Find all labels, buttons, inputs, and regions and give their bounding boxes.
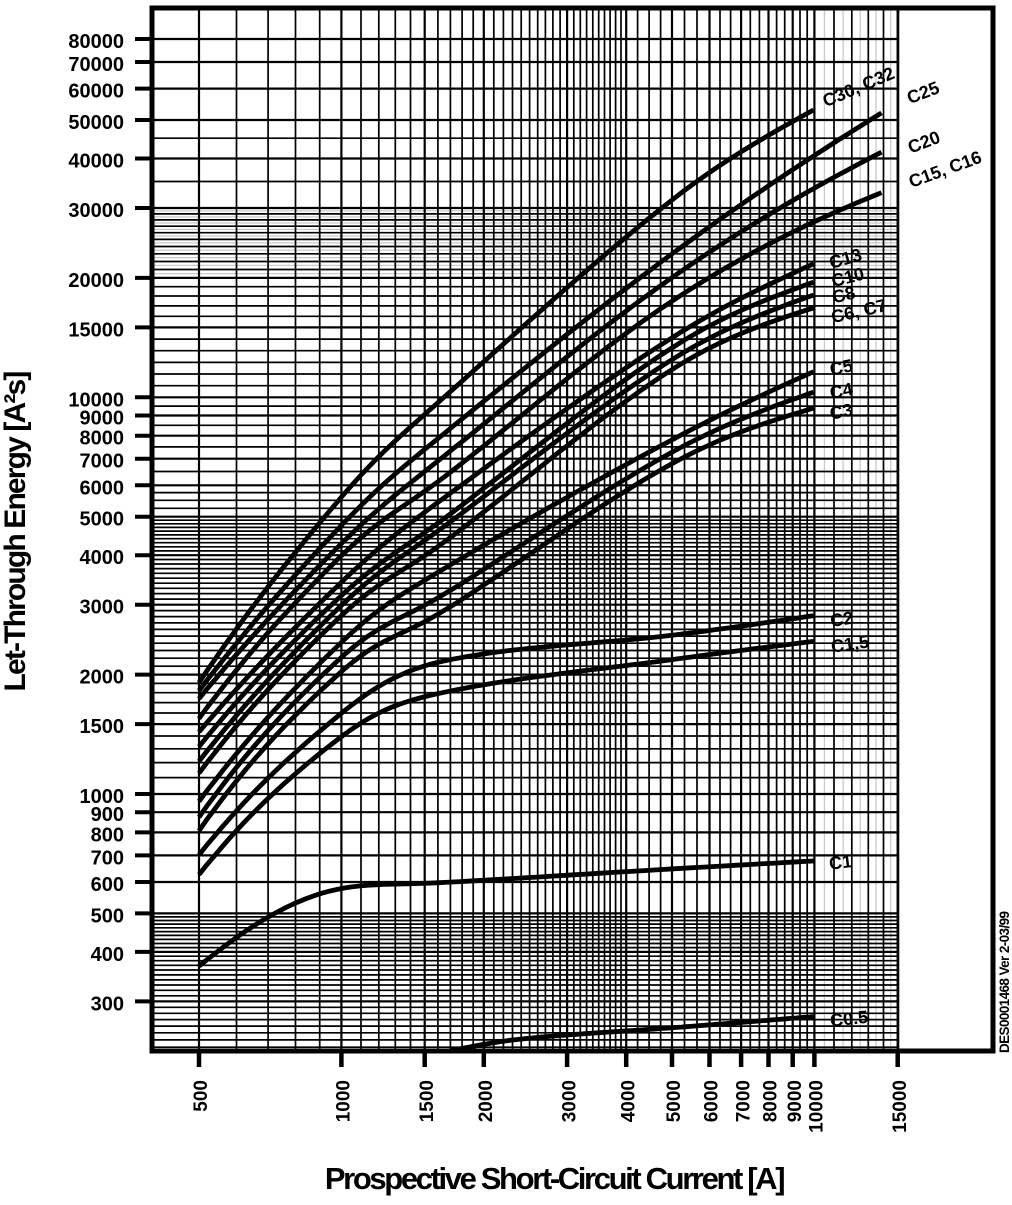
- svg-text:C4: C4: [828, 379, 854, 403]
- svg-text:900: 900: [91, 804, 124, 826]
- svg-text:500: 500: [91, 905, 124, 927]
- svg-text:40000: 40000: [68, 151, 124, 173]
- svg-text:6000: 6000: [80, 477, 125, 499]
- svg-text:15000: 15000: [890, 1080, 911, 1133]
- svg-text:C0.5: C0.5: [829, 1007, 869, 1031]
- svg-text:3000: 3000: [80, 597, 125, 619]
- svg-text:70000: 70000: [68, 54, 124, 76]
- svg-text:10000: 10000: [68, 389, 124, 411]
- svg-text:1500: 1500: [80, 716, 125, 738]
- svg-text:5000: 5000: [664, 1080, 685, 1122]
- svg-text:300: 300: [91, 993, 124, 1015]
- svg-text:C1: C1: [828, 851, 853, 874]
- svg-text:800: 800: [91, 824, 124, 846]
- svg-text:15000: 15000: [68, 319, 124, 341]
- svg-text:60000: 60000: [68, 81, 124, 103]
- svg-text:9000: 9000: [785, 1080, 806, 1122]
- svg-text:C2: C2: [829, 608, 855, 631]
- svg-text:9000: 9000: [80, 408, 125, 430]
- svg-text:C3: C3: [828, 400, 854, 424]
- svg-text:8000: 8000: [80, 428, 125, 450]
- svg-text:50000: 50000: [68, 112, 124, 134]
- svg-text:2000: 2000: [476, 1080, 497, 1122]
- svg-text:1500: 1500: [417, 1080, 438, 1122]
- svg-text:5000: 5000: [80, 509, 125, 531]
- svg-text:400: 400: [91, 944, 124, 966]
- svg-text:DES0001468 Ver 2-03/99: DES0001468 Ver 2-03/99: [997, 911, 1012, 1053]
- svg-text:4000: 4000: [80, 547, 125, 569]
- svg-text:1000: 1000: [80, 786, 125, 808]
- svg-text:6000: 6000: [702, 1080, 723, 1122]
- svg-text:1000: 1000: [334, 1080, 355, 1122]
- svg-text:Prospective Short-Circuit Curr: Prospective Short-Circuit Current [A]: [325, 1161, 784, 1196]
- svg-text:8000: 8000: [761, 1080, 782, 1122]
- svg-text:700: 700: [91, 847, 124, 869]
- svg-text:80000: 80000: [68, 31, 124, 53]
- svg-text:30000: 30000: [68, 200, 124, 222]
- svg-text:10000: 10000: [807, 1080, 828, 1133]
- svg-text:3000: 3000: [559, 1080, 580, 1122]
- svg-text:500: 500: [191, 1080, 212, 1112]
- svg-text:600: 600: [91, 874, 124, 896]
- svg-text:4000: 4000: [618, 1080, 639, 1122]
- svg-text:7000: 7000: [80, 451, 125, 473]
- svg-text:2000: 2000: [80, 667, 125, 689]
- svg-text:7000: 7000: [733, 1080, 754, 1122]
- svg-text:Let-Through Energy [A²s]: Let-Through Energy [A²s]: [0, 372, 32, 692]
- svg-text:20000: 20000: [68, 270, 124, 292]
- svg-text:C5: C5: [828, 355, 855, 379]
